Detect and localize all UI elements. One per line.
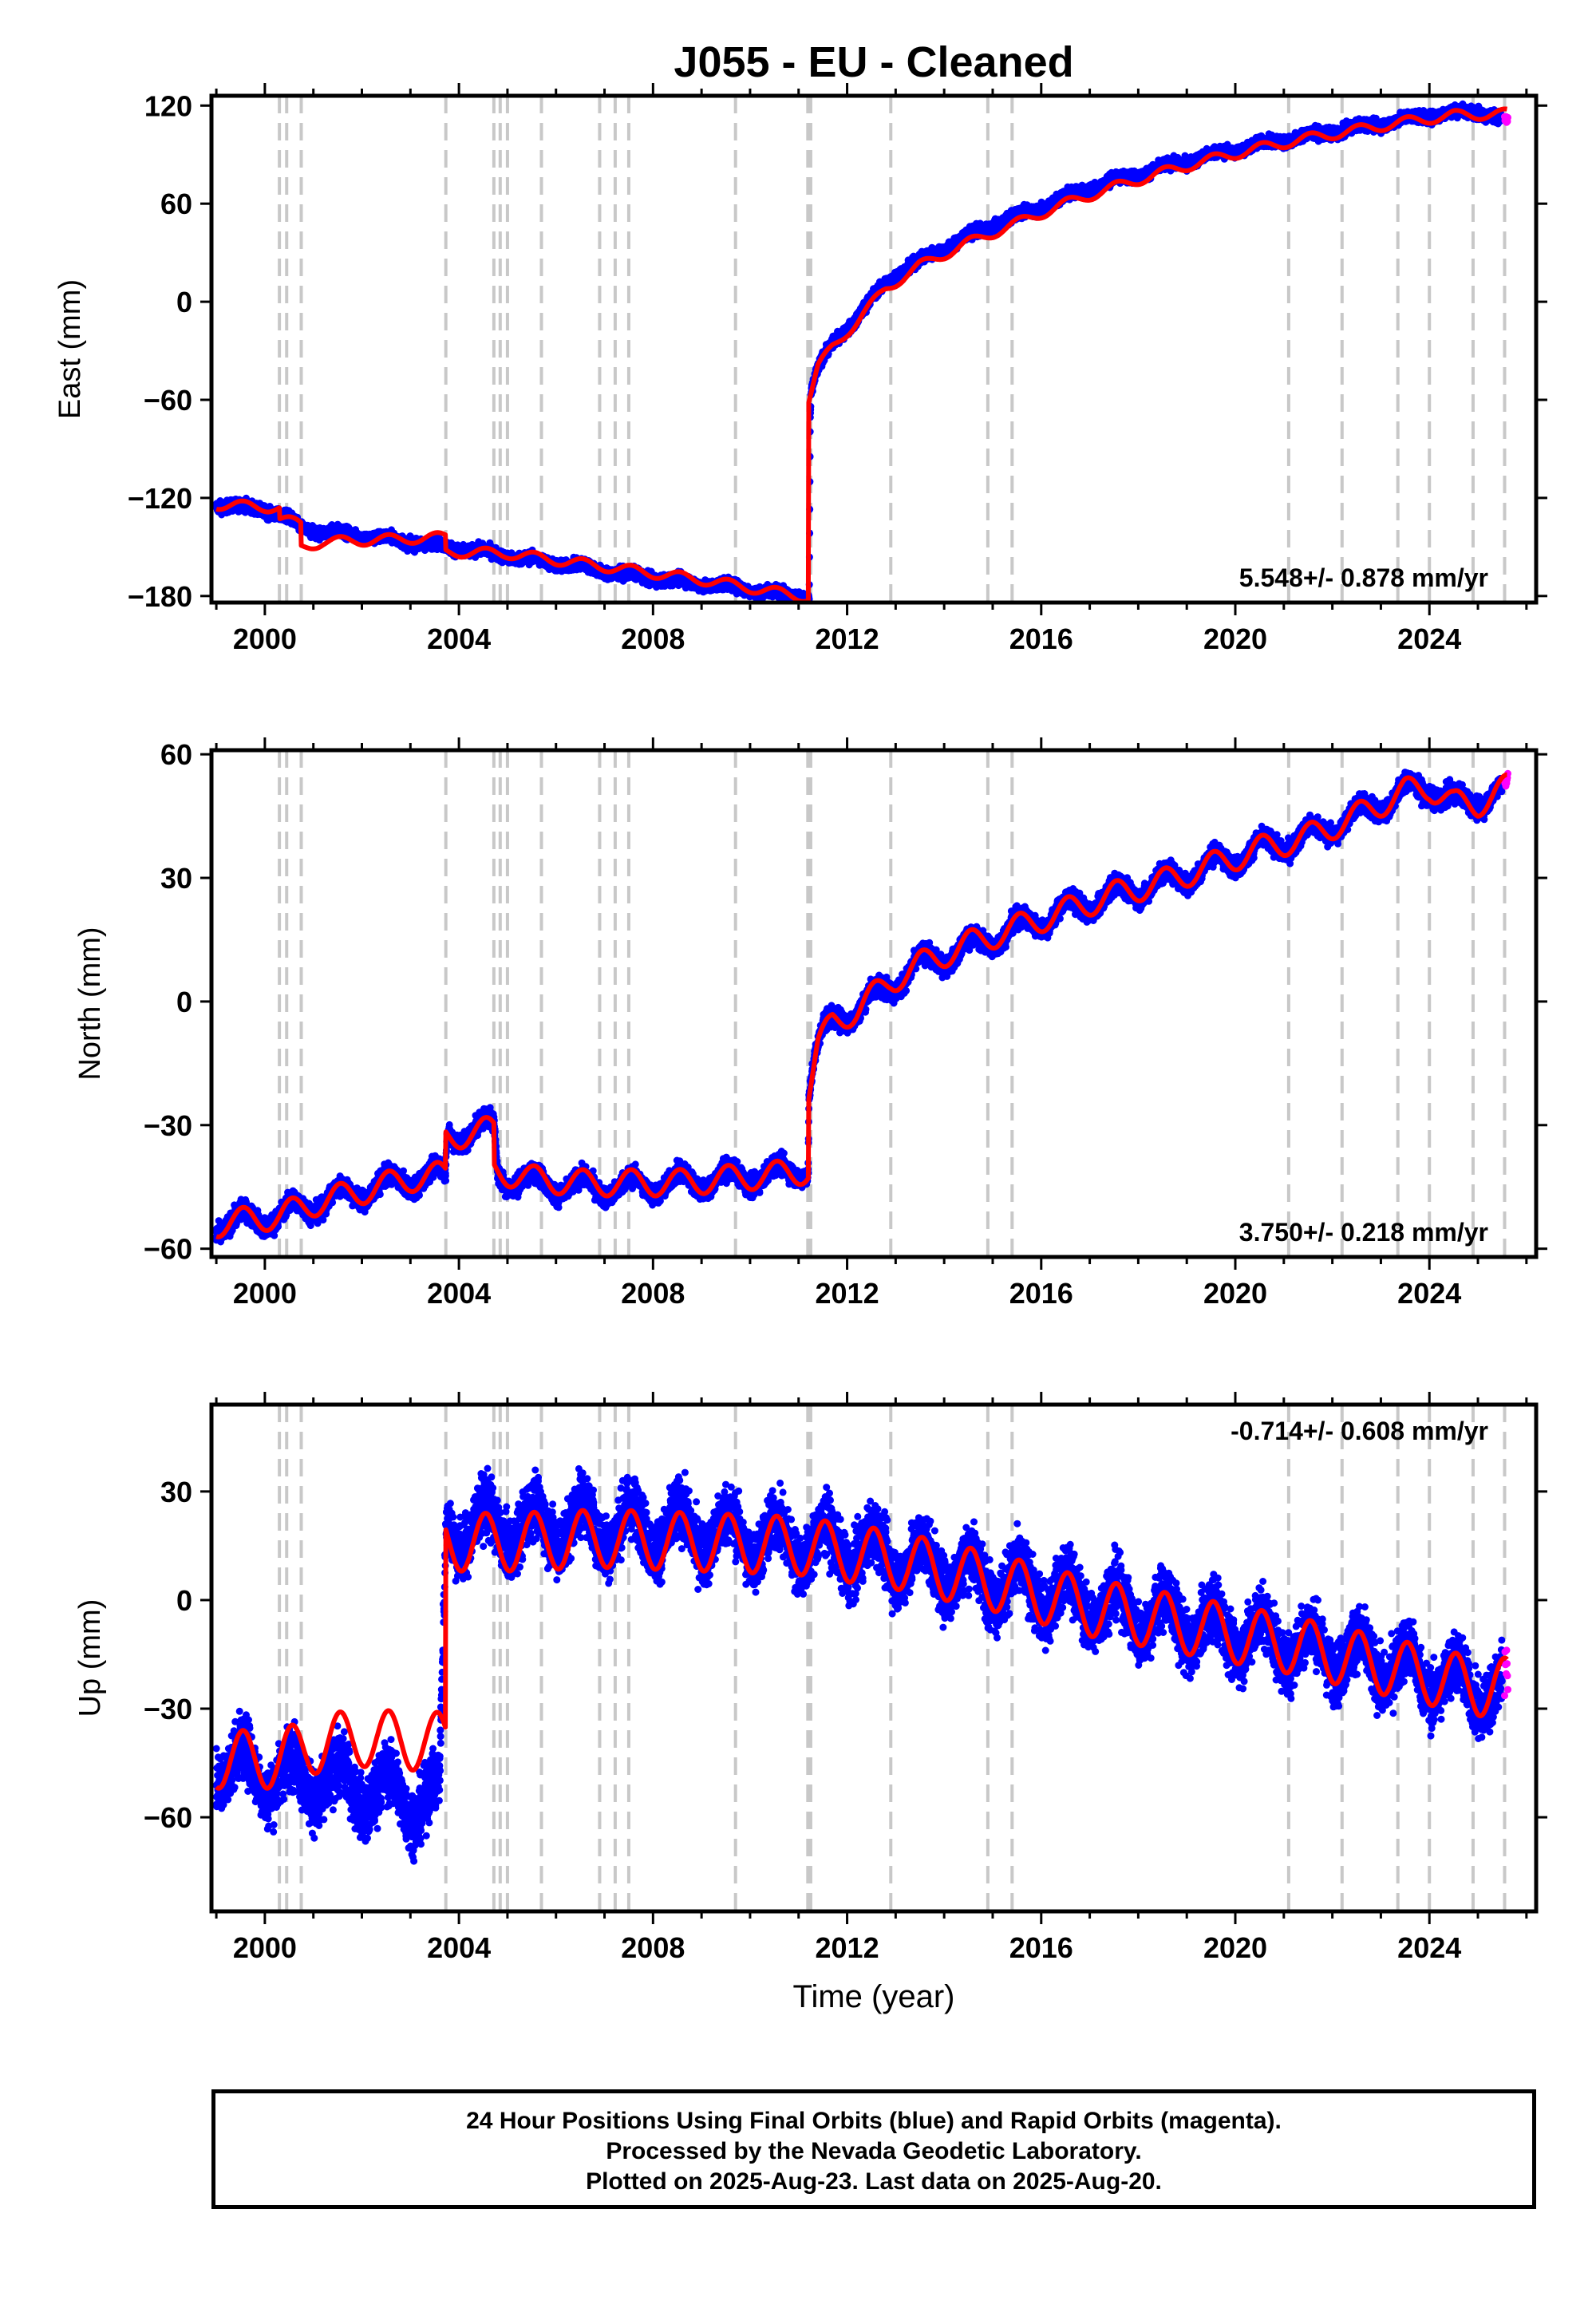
panel-north: −60 −30 0 30 60 2000 2004 2008 2012 2016 2020 2024 N… — [73, 737, 1547, 1310]
y-tick-label: 60 — [160, 738, 192, 771]
x-axis-label: Time (year) — [793, 1979, 955, 2014]
x-tick-label: 2024 — [1397, 622, 1461, 655]
y-axis-label: North (mm) — [73, 927, 107, 1080]
x-tick-label: 2004 — [427, 622, 491, 655]
y-tick-label: −60 — [144, 1801, 192, 1834]
x-tick-label: 2000 — [233, 1931, 297, 1964]
y-axis-label: Up (mm) — [73, 1599, 107, 1717]
x-tick-label: 2012 — [816, 622, 879, 655]
model-curve — [216, 775, 1507, 1237]
x-tick-label: 2016 — [1009, 1277, 1073, 1310]
x-tick-label: 2004 — [427, 1277, 491, 1310]
x-tick-label: 2016 — [1009, 1931, 1073, 1964]
x-tick-label: 2004 — [427, 1931, 491, 1964]
y-axis-label: East (mm) — [53, 279, 87, 419]
rate-annotation: 3.750+/- 0.218 mm/yr — [1239, 1218, 1488, 1247]
x-tick-label: 2008 — [621, 622, 685, 655]
x-tick-label: 2020 — [1203, 1277, 1267, 1310]
chart-title: J055 - EU - Cleaned — [674, 38, 1073, 86]
final-orbit-points — [213, 101, 1506, 610]
x-tick-label: 2012 — [816, 1931, 879, 1964]
final-orbit-points — [213, 1465, 1506, 1865]
x-tick-label: 2020 — [1203, 622, 1267, 655]
x-tick-label: 2024 — [1397, 1277, 1461, 1310]
y-tick-label: −120 — [128, 482, 192, 515]
y-tick-label: 30 — [160, 1476, 192, 1508]
caption-line-2: Processed by the Nevada Geodetic Laborat… — [215, 2136, 1532, 2167]
x-tick-label: 2000 — [233, 622, 297, 655]
y-tick-label: 0 — [176, 986, 192, 1018]
model-curve — [216, 109, 1507, 602]
y-tick-label: 0 — [176, 1584, 192, 1617]
data-points — [213, 101, 1511, 610]
data-points — [213, 1465, 1511, 1865]
x-tick-label: 2000 — [233, 1277, 297, 1310]
rate-annotation: 5.548+/- 0.878 mm/yr — [1239, 563, 1488, 592]
rate-annotation: -0.714+/- 0.608 mm/yr — [1231, 1417, 1488, 1445]
y-tick-label: −30 — [144, 1109, 192, 1142]
panel-up: −60 −30 0 30 2000 2004 2008 2012 2016 2020 2024 Up … — [73, 1392, 1547, 1964]
x-tick-label: 2020 — [1203, 1931, 1267, 1964]
y-tick-label: −180 — [128, 580, 192, 613]
caption-line-3: Plotted on 2025-Aug-23. Last data on 202… — [215, 2167, 1532, 2197]
caption-box: 24 Hour Positions Using Final Orbits (bl… — [211, 2089, 1536, 2209]
rapid-orbit-points — [1501, 113, 1511, 126]
y-tick-label: 120 — [144, 89, 192, 122]
y-tick-label: −60 — [144, 384, 192, 417]
x-tick-label: 2024 — [1397, 1931, 1461, 1964]
plot-frame — [211, 96, 1536, 603]
x-tick-label: 2008 — [621, 1931, 685, 1964]
x-tick-label: 2012 — [816, 1277, 879, 1310]
y-tick-label: −30 — [144, 1693, 192, 1725]
x-tick-label: 2008 — [621, 1277, 685, 1310]
y-tick-label: 60 — [160, 188, 192, 220]
x-tick-label: 2016 — [1009, 622, 1073, 655]
y-tick-label: 0 — [176, 286, 192, 318]
panel-east: −180 −120 −60 0 60 120 2000 2004 2008 2012 2016 202… — [53, 83, 1547, 655]
y-tick-label: 30 — [160, 862, 192, 895]
y-tick-label: −60 — [144, 1233, 192, 1266]
caption-line-1: 24 Hour Positions Using Final Orbits (bl… — [215, 2106, 1532, 2136]
